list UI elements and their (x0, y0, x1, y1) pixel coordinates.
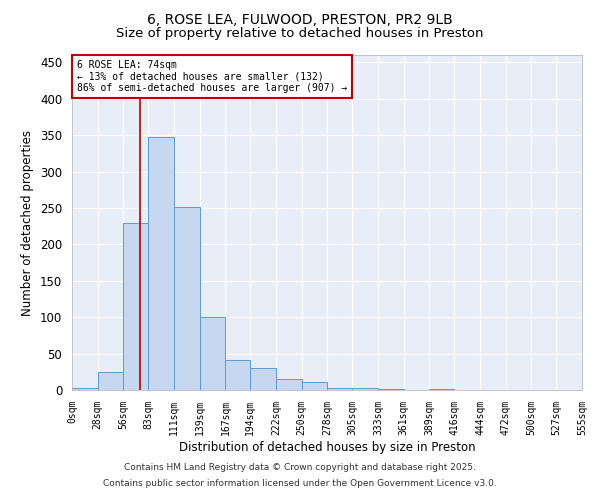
Bar (98, 372, 124, 390)
Bar (124, 222, 148, 390)
Text: Contains HM Land Registry data © Crown copyright and database right 2025.: Contains HM Land Registry data © Crown c… (124, 464, 476, 472)
Bar (302, 382, 328, 390)
Bar (148, 136, 174, 390)
Bar (352, 388, 378, 390)
Text: Size of property relative to detached houses in Preston: Size of property relative to detached ho… (116, 28, 484, 40)
Bar (328, 388, 352, 390)
Y-axis label: Number of detached properties: Number of detached properties (22, 130, 34, 316)
Text: 6 ROSE LEA: 74sqm
← 13% of detached houses are smaller (132)
86% of semi-detache: 6 ROSE LEA: 74sqm ← 13% of detached hous… (77, 60, 347, 93)
Text: Contains public sector information licensed under the Open Government Licence v3: Contains public sector information licen… (103, 478, 497, 488)
X-axis label: Distribution of detached houses by size in Preston: Distribution of detached houses by size … (179, 440, 475, 454)
Text: 6, ROSE LEA, FULWOOD, PRESTON, PR2 9LB: 6, ROSE LEA, FULWOOD, PRESTON, PR2 9LB (147, 12, 453, 26)
Bar (250, 368, 276, 390)
Bar (200, 317, 226, 390)
Bar (276, 379, 302, 390)
Bar (174, 207, 200, 390)
Bar (72, 388, 98, 390)
Bar (226, 360, 250, 390)
